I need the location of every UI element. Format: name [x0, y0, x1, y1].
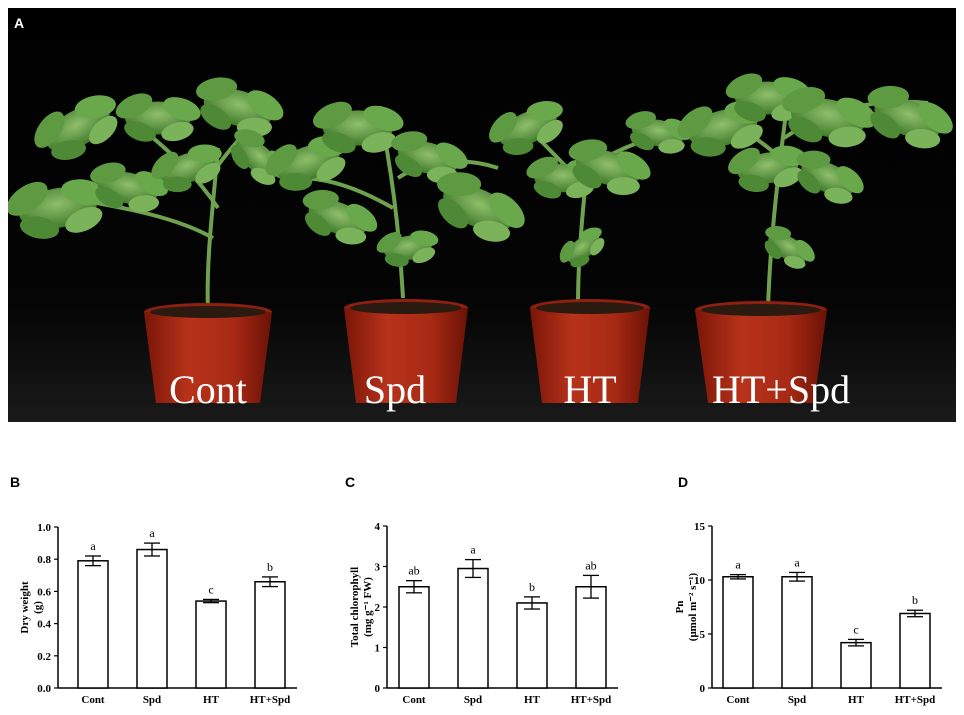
chart-b-y-tick-label: 0.2 [37, 651, 51, 663]
chart-b-error-bar [85, 555, 101, 567]
chart-d-bar [840, 641, 872, 689]
chart-dry-weight: 0.0 0.2 0.4 0.6 0.8 1.0 Dry weight(g) a Cont a Spd… [19, 522, 297, 706]
chart-b-category-label: Spd [143, 694, 161, 706]
pot-ht-spd [695, 301, 827, 403]
chart-c-bar [575, 586, 607, 689]
panel-letter-c: C [345, 474, 356, 490]
plant-ht-spd [667, 68, 956, 309]
pot-spd [344, 299, 468, 403]
plant-photo: A [8, 8, 956, 422]
chart-d-y-tick-label: 0 [700, 683, 706, 695]
plant-ht [477, 84, 699, 304]
chart-d-significance-label: c [853, 622, 858, 636]
chart-c-y-tick-label: 0 [375, 683, 381, 695]
chart-d-y-tick-label: 5 [700, 629, 706, 641]
chart-b-bar [136, 548, 168, 689]
chart-d-category-label: HT+Spd [895, 694, 936, 706]
chart-b-significance-label: b [267, 560, 273, 574]
chart-d-bar [781, 576, 813, 689]
chart-d-error-bar [789, 571, 805, 582]
chart-b-significance-label: c [208, 582, 213, 596]
chart-c-bar [457, 567, 489, 689]
plant-spd [254, 96, 540, 299]
panel-letter-a: A [14, 15, 24, 31]
chart-c-significance-label: b [529, 580, 535, 594]
chart-c-category-label: Cont [402, 694, 426, 706]
chart-d-significance-label: a [794, 555, 800, 569]
pot-cont [144, 303, 272, 403]
chart-d-y-tick-label: 10 [694, 575, 706, 587]
chart-c-y-axis-title: Total chlorophyll(mg g⁻¹ FW) [349, 567, 374, 647]
chart-b-y-tick-label: 1.0 [37, 522, 51, 534]
plant-cont [8, 64, 302, 314]
chart-b-y-tick-label: 0.4 [37, 619, 51, 631]
chart-c-significance-label: a [470, 543, 476, 557]
chart-c-y-tick-label: 3 [375, 562, 381, 574]
chart-c-error-bar [465, 558, 481, 579]
chart-c-y-tick-label: 4 [375, 521, 381, 533]
chart-d-error-bar [907, 609, 923, 618]
label-ht: HT [563, 367, 616, 412]
chart-c-error-bar [406, 580, 422, 594]
chart-c-significance-label: ab [408, 564, 419, 578]
label-spd: Spd [364, 367, 426, 412]
pot-ht [530, 299, 650, 403]
chart-b-y-tick-label: 0.8 [37, 554, 51, 566]
chart-c-category-label: HT [524, 694, 541, 706]
chart-c-error-bar [583, 574, 599, 599]
chart-d-category-label: Spd [788, 694, 806, 706]
chart-b-y-tick-label: 0.0 [37, 683, 51, 695]
panel-letter-b: B [10, 474, 21, 490]
panel-letter-d: D [678, 474, 689, 490]
chart-d-error-bar [848, 638, 864, 647]
chart-b-y-axis-title: Dry weight(g) [19, 581, 44, 634]
chart-d-category-label: Cont [726, 694, 750, 706]
chart-c-error-bar [524, 596, 540, 610]
chart-b-error-bar [203, 598, 219, 604]
chart-pn: 0 5 10 15 Pn(μmol m⁻² s⁻¹) a Cont a Spd c HT b HT+Sp… [674, 521, 942, 706]
chart-b-bar [195, 600, 227, 689]
chart-c-bar [516, 602, 548, 689]
chart-d-y-axis-title: Pn(μmol m⁻² s⁻¹) [674, 572, 699, 641]
chart-b-category-label: HT [203, 694, 220, 706]
chart-b-error-bar [144, 542, 160, 557]
chart-c-category-label: Spd [464, 694, 482, 706]
chart-b-error-bar [262, 576, 278, 588]
chart-c-y-tick-label: 2 [375, 602, 381, 614]
chart-d-significance-label: a [735, 558, 741, 572]
label-ht-spd: HT+Spd [712, 367, 850, 412]
chart-c-bar [398, 586, 430, 689]
chart-c-significance-label: ab [585, 558, 596, 572]
chart-c-y-tick-label: 1 [375, 643, 381, 655]
chart-d-error-bar [730, 573, 746, 580]
chart-b-y-tick-label: 0.6 [37, 586, 51, 598]
chart-c-category-label: HT+Spd [571, 694, 612, 706]
chart-d-bar [899, 612, 931, 689]
chart-d-category-label: HT [848, 694, 865, 706]
chart-d-y-tick-label: 15 [694, 521, 706, 533]
chart-b-significance-label: a [149, 526, 155, 540]
label-cont: Cont [169, 367, 247, 412]
chart-b-bar [254, 580, 286, 689]
chart-d-significance-label: b [912, 593, 918, 607]
chart-b-category-label: HT+Spd [250, 694, 291, 706]
chart-b-category-label: Cont [81, 694, 105, 706]
chart-b-significance-label: a [90, 539, 96, 553]
chart-d-bar [722, 576, 754, 689]
chart-b-bar [77, 560, 109, 689]
